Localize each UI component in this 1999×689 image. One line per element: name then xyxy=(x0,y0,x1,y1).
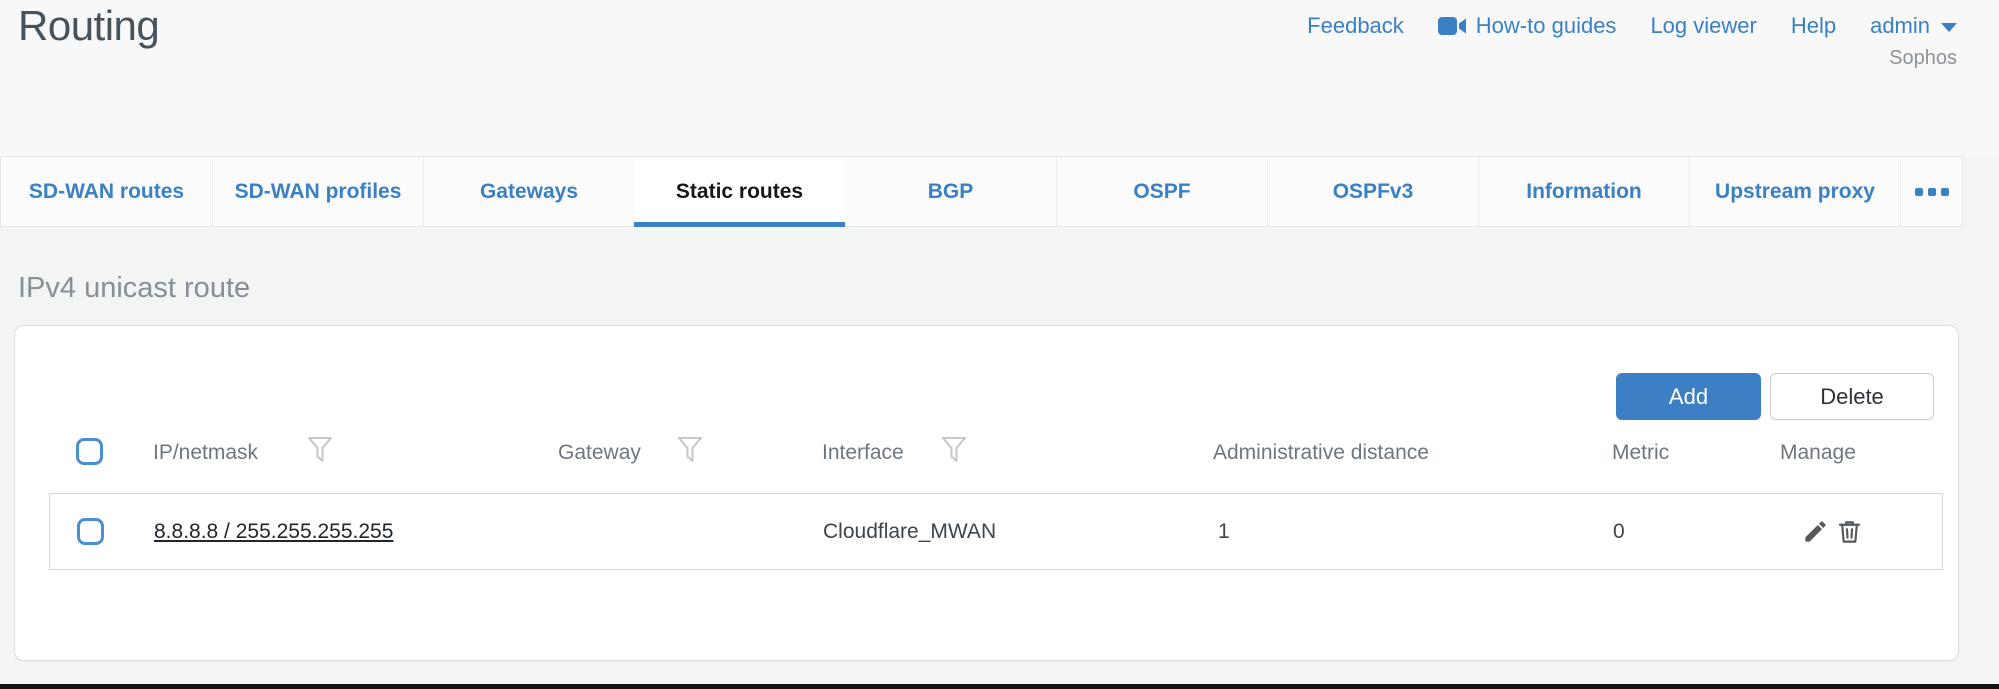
feedback-label: Feedback xyxy=(1307,13,1404,38)
delete-button[interactable]: Delete xyxy=(1770,373,1934,420)
column-header-metric: Metric xyxy=(1612,441,1670,464)
top-header: Routing Feedback How-to guides Log viewe… xyxy=(0,0,1999,156)
section-heading: IPv4 unicast route xyxy=(18,272,251,304)
ellipsis-icon xyxy=(1914,187,1949,196)
filter-funnel-icon[interactable] xyxy=(941,436,967,469)
tab-sdwan-profiles[interactable]: SD-WAN profiles xyxy=(212,157,423,226)
delete-trash-icon[interactable] xyxy=(1836,518,1863,545)
route-ip-netmask-link[interactable]: 8.8.8.8 / 255.255.255.255 xyxy=(154,520,394,543)
column-header-administrative-distance: Administrative distance xyxy=(1213,441,1429,464)
page-title: Routing xyxy=(18,2,160,49)
column-header-ip-netmask: IP/netmask xyxy=(153,441,259,464)
help-label: Help xyxy=(1790,13,1837,38)
help-link[interactable]: Help xyxy=(1791,13,1836,39)
feedback-link[interactable]: Feedback xyxy=(1307,13,1404,39)
column-header-gateway: Gateway xyxy=(558,441,641,464)
filter-funnel-icon[interactable] xyxy=(307,436,333,469)
tab-ospfv3[interactable]: OSPFv3 xyxy=(1267,157,1478,226)
user-menu-label: admin xyxy=(1870,13,1930,38)
edit-pencil-icon[interactable] xyxy=(1802,518,1829,545)
route-metric-value: 0 xyxy=(1613,520,1625,543)
howto-guides-link[interactable]: How-to guides xyxy=(1437,13,1617,39)
tab-static-routes[interactable]: Static routes xyxy=(634,157,845,227)
howto-guides-label: How-to guides xyxy=(1475,13,1617,38)
column-header-interface: Interface xyxy=(822,441,904,464)
org-label: Sophos xyxy=(1889,47,1957,69)
video-icon xyxy=(1437,15,1467,37)
tab-gateways[interactable]: Gateways xyxy=(423,157,634,226)
static-routes-card: Add Delete IP/netmask Gateway Interface … xyxy=(14,325,1959,661)
header-nav: Feedback How-to guides Log viewer Help a… xyxy=(1307,13,1957,39)
manage-actions xyxy=(1802,518,1863,545)
bottom-window-edge xyxy=(0,684,1999,689)
add-button[interactable]: Add xyxy=(1616,373,1761,420)
filter-funnel-icon[interactable] xyxy=(677,436,703,469)
caret-down-icon xyxy=(1941,23,1957,32)
tab-sdwan-routes[interactable]: SD-WAN routes xyxy=(28,179,185,203)
tab-ospf[interactable]: OSPF xyxy=(1056,157,1267,226)
log-viewer-link[interactable]: Log viewer xyxy=(1650,13,1756,39)
column-header-manage: Manage xyxy=(1780,441,1856,464)
tab-information[interactable]: Information xyxy=(1478,157,1689,226)
route-administrative-distance-value: 1 xyxy=(1218,520,1230,543)
route-interface-value: Cloudflare_MWAN xyxy=(823,520,997,543)
log-viewer-label: Log viewer xyxy=(1650,13,1757,38)
tab-bgp[interactable]: BGP xyxy=(927,179,974,203)
row-checkbox[interactable] xyxy=(77,518,104,545)
select-all-checkbox[interactable] xyxy=(76,438,103,465)
table-row: 8.8.8.8 / 255.255.255.255 Cloudflare_MWA… xyxy=(49,493,1943,570)
tab-bar: SD-WAN routes SD-WAN profiles Gateways S… xyxy=(0,156,1963,227)
user-menu[interactable]: admin xyxy=(1870,13,1957,39)
tab-upstream-proxy[interactable]: Upstream proxy xyxy=(1689,157,1900,226)
tab-overflow-button[interactable] xyxy=(1900,157,1962,226)
